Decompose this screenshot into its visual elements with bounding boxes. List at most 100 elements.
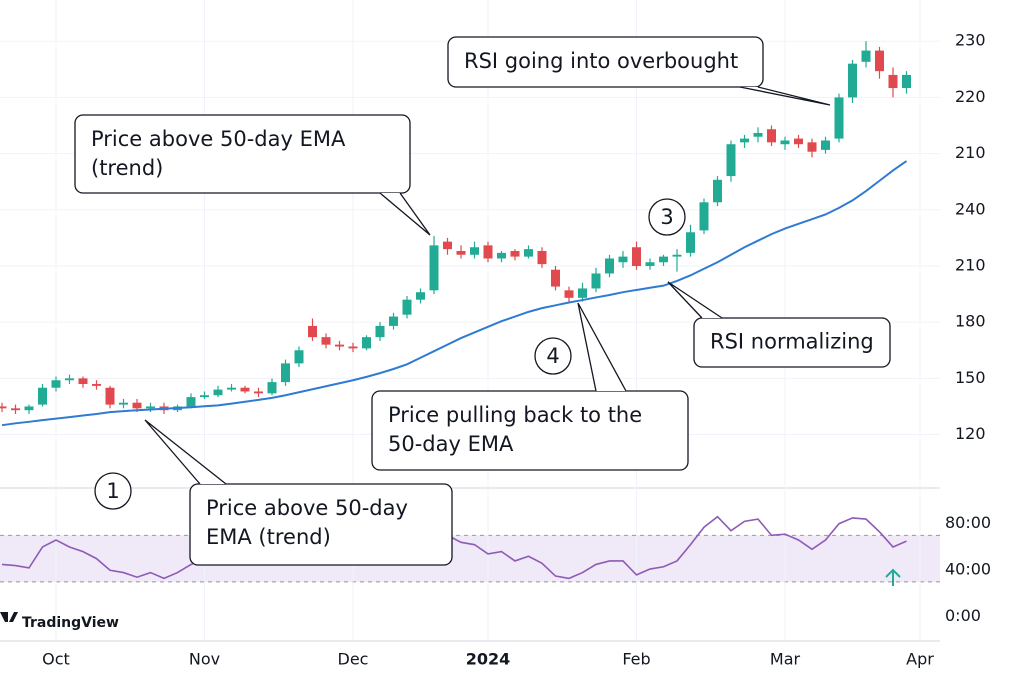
candle-body — [443, 241, 452, 250]
candle-body — [308, 325, 317, 338]
candle-body — [834, 97, 844, 139]
candle-body — [726, 144, 736, 177]
candle-body — [618, 256, 628, 263]
candle-body — [591, 273, 601, 289]
callout: RSI normalizing — [667, 281, 891, 368]
candle-body — [456, 250, 466, 255]
candle-body — [119, 402, 128, 405]
y-tick-label: 180 — [955, 312, 986, 331]
candle-body — [632, 247, 641, 266]
rsi-band — [0, 535, 940, 582]
marker: 1 — [94, 472, 132, 510]
candle-body — [186, 397, 196, 407]
y-tick-label: 120 — [955, 424, 986, 443]
logo: TradingView — [0, 612, 119, 631]
y-tick-label: 210 — [955, 255, 986, 274]
callout-box — [189, 483, 453, 566]
candle-body — [888, 74, 898, 89]
candle-body — [861, 50, 871, 62]
x-tick-label: Nov — [189, 650, 220, 669]
candle-body — [375, 325, 385, 338]
candle-body — [78, 378, 88, 384]
callout: Price above 50-day EMA (trend) — [144, 419, 453, 566]
candle-body — [605, 258, 614, 274]
x-tick-label: Mar — [770, 650, 801, 669]
marker: 4 — [534, 337, 572, 375]
candle-body — [483, 245, 493, 259]
candle-body — [659, 256, 668, 263]
candle-body — [551, 269, 560, 287]
candle-body — [510, 250, 520, 257]
rsi-tick-label: 40:00 — [945, 560, 991, 579]
marker-label: 4 — [546, 344, 559, 368]
ema-line — [1, 160, 908, 427]
candle-body — [38, 387, 47, 405]
candle-body — [686, 232, 695, 253]
callout-text: RSI normalizing — [710, 330, 874, 354]
candle-body — [362, 337, 371, 349]
candle-body — [672, 254, 682, 257]
callout-pointer — [577, 302, 627, 392]
candle-body — [92, 383, 101, 386]
candle-body — [753, 132, 763, 137]
candle-body — [416, 292, 425, 300]
candle-body — [348, 346, 358, 349]
candle-body — [65, 378, 74, 381]
candle-body — [497, 252, 506, 259]
candle-body — [821, 140, 830, 150]
callout: Price pulling back to the 50-day EMA — [371, 302, 689, 471]
candle-body — [713, 179, 722, 203]
callout-text: Price pulling back to the — [388, 403, 642, 427]
candle-body — [11, 408, 20, 411]
callout-text: Price above 50-day — [206, 496, 408, 520]
callout-text: RSI going into overbought — [464, 49, 738, 73]
candle-body — [807, 142, 817, 152]
callout-pointer — [739, 86, 831, 106]
logo-icon — [0, 612, 18, 622]
candle-body — [645, 262, 655, 266]
candle-body — [389, 316, 398, 326]
candle-body — [132, 402, 142, 409]
y-tick-label: 240 — [955, 199, 986, 218]
candle-body — [767, 129, 776, 143]
y-tick-label: 150 — [955, 368, 986, 387]
x-tick-label: Apr — [906, 650, 934, 669]
marker-label: 3 — [660, 205, 673, 229]
callout-text: (trend) — [91, 156, 163, 180]
candle-body — [537, 250, 547, 265]
candle-body — [794, 138, 803, 145]
candle-body — [902, 74, 911, 89]
candle-body — [429, 245, 439, 291]
candle-body — [24, 406, 34, 411]
callout: Price above 50-day EMA (trend) — [74, 114, 431, 236]
rsi-line — [1, 515, 907, 580]
candle-body — [0, 406, 7, 409]
candle-body — [146, 406, 155, 409]
callout-box — [74, 114, 411, 194]
rsi-tick-label: 80:00 — [945, 513, 991, 532]
callout-pointer — [667, 281, 723, 319]
callout-pointer — [379, 192, 431, 236]
candle-body — [740, 138, 749, 143]
candle-body — [281, 363, 290, 383]
y-tick-label: 230 — [955, 31, 986, 50]
marker-circle — [648, 198, 686, 236]
candle-body — [200, 395, 209, 398]
callout-text: Price above 50-day EMA — [91, 127, 346, 151]
candle-body — [240, 387, 250, 392]
candle-body — [578, 288, 587, 298]
marker: 3 — [648, 198, 686, 236]
candle-body — [294, 350, 304, 364]
x-tick-label: Feb — [622, 650, 650, 669]
callout-text: 50-day EMA — [388, 432, 514, 456]
candle-body — [848, 63, 857, 98]
candle-body — [267, 382, 277, 394]
marker-circle — [94, 472, 132, 510]
callout-box — [693, 317, 891, 368]
callout: RSI going into overbought — [447, 36, 831, 106]
candle-body — [699, 202, 709, 231]
x-tick-label: Oct — [42, 650, 70, 669]
callout-text: EMA (trend) — [206, 525, 331, 549]
callout-box — [447, 36, 764, 88]
